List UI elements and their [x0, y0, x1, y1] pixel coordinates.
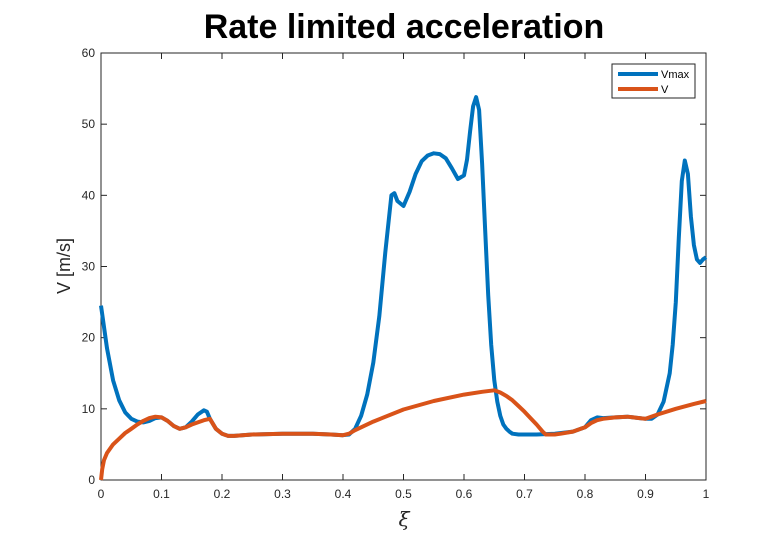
- legend-label: V: [661, 84, 669, 96]
- y-axis-label: V [m/s]: [54, 238, 74, 294]
- y-tick-label: 40: [82, 188, 96, 202]
- series-line-vmax: [99, 95, 708, 438]
- y-tick-label: 50: [82, 117, 96, 131]
- y-tick-label: 30: [82, 260, 96, 274]
- chart-title: Rate limited acceleration: [204, 8, 605, 46]
- legend: Vmax V: [611, 63, 696, 99]
- series-line-v: [99, 388, 707, 481]
- x-axis-label: ξ: [398, 507, 410, 531]
- x-tick-label: 0.8: [577, 487, 594, 501]
- y-tick-label: 20: [82, 331, 96, 345]
- y-axis: 0 10 20 30 40 50 60: [82, 46, 706, 487]
- x-tick-label: 0.2: [214, 487, 231, 501]
- plot-lines: [99, 95, 708, 481]
- x-tick-label: 0.1: [153, 487, 170, 501]
- legend-label: Vmax: [661, 69, 690, 81]
- x-tick-label: 0.4: [335, 487, 352, 501]
- x-tick-label: 0.7: [516, 487, 533, 501]
- x-tick-label: 0.3: [274, 487, 291, 501]
- y-tick-label: 0: [88, 473, 95, 487]
- y-tick-label: 10: [82, 402, 96, 416]
- x-tick-label: 0.5: [395, 487, 412, 501]
- y-tick-label: 60: [82, 46, 96, 60]
- x-axis: 0 0.1 0.2 0.3 0.4 0.5 0.6 0.7 0.8 0.9 1: [98, 53, 710, 501]
- x-tick-label: 0: [98, 487, 105, 501]
- legend-box: [611, 63, 696, 99]
- x-tick-label: 0.9: [637, 487, 654, 501]
- x-tick-label: 0.6: [456, 487, 473, 501]
- x-tick-label: 1: [703, 487, 710, 501]
